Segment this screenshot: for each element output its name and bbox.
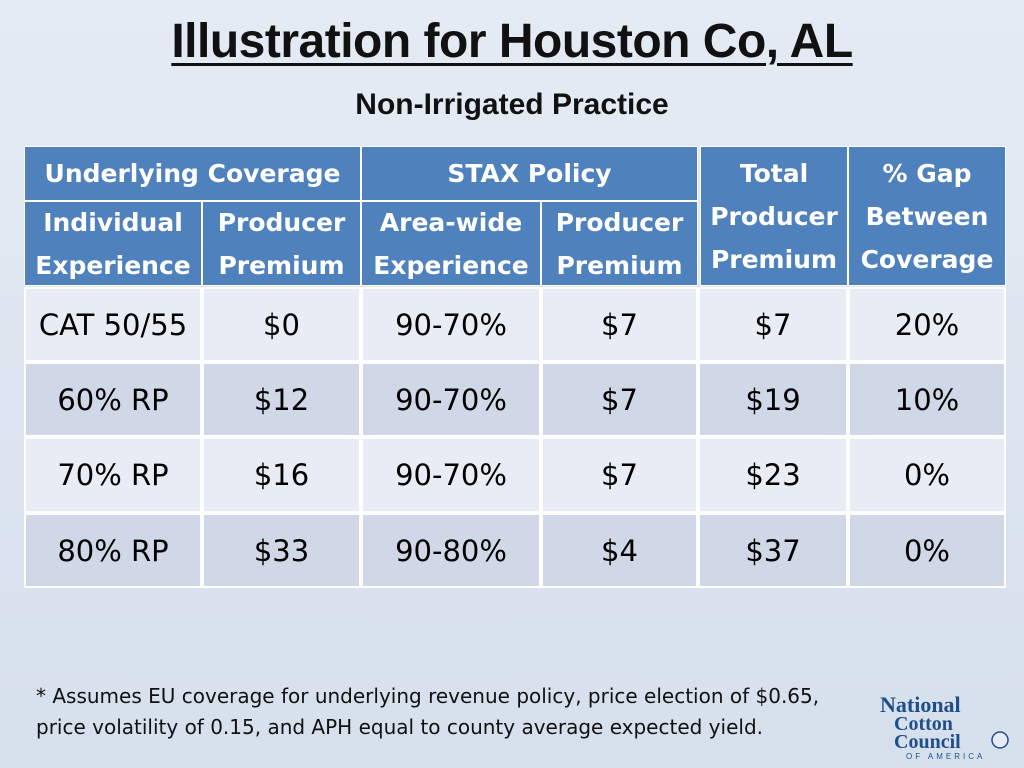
subheader-individual-experience: Individual Experience [24,201,202,286]
cell-stax-premium: $7 [541,362,698,437]
cell-individual: 70% RP [24,437,202,513]
cell-gap: 20% [848,287,1006,362]
cell-stax-premium: $7 [541,287,698,362]
footnote-line-2: price volatility of 0.15, and APH equal … [36,715,763,739]
cell-area-wide: 90-70% [361,287,541,362]
cell-stax-premium: $7 [541,437,698,513]
cell-area-wide: 90-80% [361,513,541,588]
header-underlying-coverage: Underlying Coverage [24,146,361,201]
cell-gap: 10% [848,362,1006,437]
cell-individual: 80% RP [24,513,202,588]
page-title: Illustration for Houston Co, AL [171,15,853,68]
logo-line-3: Council [894,731,961,753]
cell-stax-premium: $4 [541,513,698,588]
subheader-stax-producer-premium: Producer Premium [541,201,698,286]
cell-producer-premium: $33 [202,513,361,588]
cell-total: $19 [698,362,848,437]
header-pct-gap: % Gap Between Coverage [848,146,1006,286]
logo-line-2: Cotton [894,713,953,735]
logo-graphic: National Cotton Council OF AMERICA [880,692,1009,761]
cell-total: $7 [698,287,848,362]
cell-total: $37 [698,513,848,588]
cell-area-wide: 90-70% [361,362,541,437]
cell-producer-premium: $16 [202,437,361,513]
cell-gap: 0% [848,437,1006,513]
footnote: * Assumes EU coverage for underlying rev… [36,681,856,743]
header-total-producer-premium: Total Producer Premium [700,146,848,286]
cotton-boll-icon [991,731,1009,749]
national-cotton-council-logo: National Cotton Council OF AMERICA [876,690,1016,761]
cell-producer-premium: $0 [202,287,361,362]
cell-individual: CAT 50/55 [24,287,202,362]
cell-area-wide: 90-70% [361,437,541,513]
logo-line-1: National [880,692,961,717]
header-stax-policy: STAX Policy [361,146,698,201]
page-subtitle: Non-Irrigated Practice [355,88,669,121]
cell-gap: 0% [848,513,1006,588]
cell-producer-premium: $12 [202,362,361,437]
subheader-area-wide-experience: Area-wide Experience [361,201,541,286]
cell-total: $23 [698,437,848,513]
subheader-producer-premium: Producer Premium [202,201,361,286]
footnote-line-1: * Assumes EU coverage for underlying rev… [36,684,820,708]
logo-line-4: OF AMERICA [906,752,985,760]
cell-individual: 60% RP [24,362,202,437]
